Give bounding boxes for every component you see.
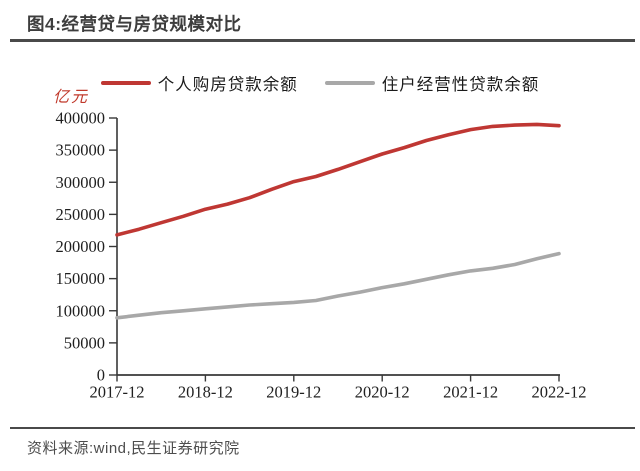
legend-item-personal-housing-loan: 个人购房贷款余额 xyxy=(100,71,298,95)
x-tick-label: 2020-12 xyxy=(355,383,410,402)
legend-item-household-business-loan: 住户经营性贷款余额 xyxy=(324,71,540,95)
x-tick-label: 2019-12 xyxy=(266,383,321,402)
y-tick-label: 100000 xyxy=(56,301,106,320)
legend-label-household-business-loan: 住户经营性贷款余额 xyxy=(381,75,540,94)
y-axis-unit-label: 亿元 xyxy=(53,89,90,106)
line-chart: 0 50000 100000 150000 200000 250000 300000 3500… xyxy=(56,109,587,402)
legend-label-personal-housing-loan: 个人购房贷款余额 xyxy=(157,75,298,94)
gray-line-swatch-icon xyxy=(324,81,375,85)
y-tick-label: 50000 xyxy=(64,333,105,352)
source-note: 资料来源:wind,民生证券研究院 xyxy=(27,440,240,457)
x-tick-label: 2021-12 xyxy=(443,383,498,402)
y-tick-label: 0 xyxy=(97,366,105,385)
y-tick-label: 250000 xyxy=(56,205,106,224)
chart-legend: 个人购房贷款余额 住户经营性贷款余额 xyxy=(0,70,640,96)
y-tick-label: 150000 xyxy=(56,269,106,288)
y-tick-label: 400000 xyxy=(56,109,106,128)
series-line-1 xyxy=(115,251,561,320)
figure-title: 图4:经营贷与房贷规模对比 xyxy=(27,14,242,34)
x-tick-label: 2022-12 xyxy=(532,383,587,402)
series-line-0 xyxy=(115,122,561,237)
title-underline xyxy=(10,39,635,42)
red-line-swatch-icon xyxy=(100,81,151,85)
x-tick-label: 2017-12 xyxy=(90,383,145,402)
source-divider xyxy=(10,427,635,429)
y-tick-label: 350000 xyxy=(56,141,106,160)
y-tick-label: 200000 xyxy=(56,237,106,256)
x-tick-label: 2018-12 xyxy=(178,383,233,402)
y-tick-label: 300000 xyxy=(56,173,106,192)
